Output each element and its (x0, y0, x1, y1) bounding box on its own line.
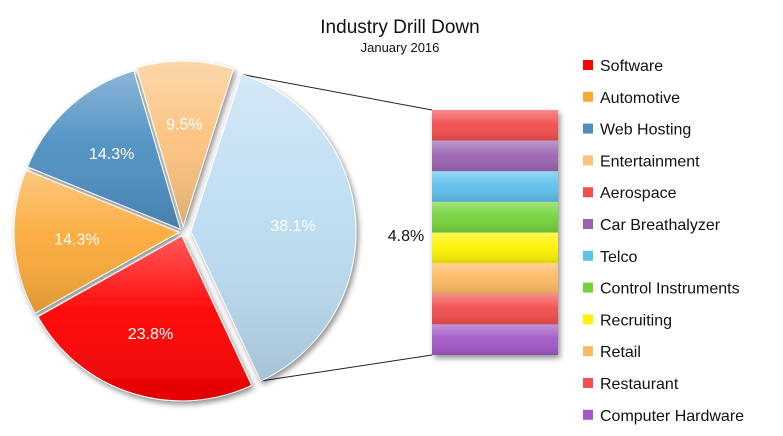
connector-top (241, 73, 433, 111)
pie-slice-shade-entertainment (136, 61, 234, 227)
bar-segment-shade-car-breathalyzer (432, 140, 558, 172)
pie-label-software: 23.8% (128, 326, 173, 343)
pie-label-web-hosting: 14.3% (89, 146, 134, 163)
bar-segment-shade-retail (432, 263, 558, 294)
legend-label: Car Breathalyzer (600, 217, 721, 234)
legend-item-computer-hardware: Computer Hardware (583, 408, 744, 425)
legend-label: Aerospace (600, 185, 677, 202)
chart-title: Industry Drill Down (320, 17, 479, 38)
connector-bottom (260, 354, 433, 382)
bar-segment-shade-computer-hardware (432, 324, 558, 355)
legend-item-restaurant: Restaurant (583, 376, 679, 393)
pie-slice-shade-web-hosting (27, 70, 181, 230)
bar-segment-shade-aerospace (432, 110, 558, 141)
legend-swatch (583, 282, 593, 293)
legend-swatch (583, 123, 593, 134)
legend-label: Recruiting (600, 312, 672, 329)
legend: Software Automotive Web Hosting Entertainme… (583, 58, 744, 425)
legend-swatch (583, 314, 593, 325)
legend-label: Telco (600, 249, 637, 266)
pie-slice-shade-automotive (14, 170, 180, 314)
legend-item-web-hosting: Web Hosting (583, 122, 691, 139)
legend-item-entertainment: Entertainment (583, 153, 700, 170)
legend-item-retail: Retail (583, 344, 641, 361)
pie (13, 60, 357, 402)
pie-label-other: 38.1% (270, 218, 315, 235)
connector-lines (241, 73, 433, 382)
legend-label: Retail (600, 344, 641, 361)
pie-label-automotive: 14.3% (54, 232, 99, 249)
legend-label: Automotive (600, 90, 680, 107)
pie-labels: 38.1% 23.8% 14.3% 14.3% 9.5% (54, 117, 316, 343)
legend-swatch (583, 91, 593, 102)
pie-slice-shade-other (190, 74, 356, 381)
chart-subtitle: January 2016 (361, 40, 440, 55)
bar-segment-shade-restaurant (432, 293, 558, 325)
pie-slice-shade-software (37, 235, 252, 401)
legend-swatch (583, 409, 593, 420)
legend-swatch (583, 346, 593, 357)
legend-item-car-breathalyzer: Car Breathalyzer (583, 217, 721, 234)
legend-swatch (583, 219, 593, 229)
bar-segment-shade-control-instruments (432, 201, 558, 233)
legend-item-aerospace: Aerospace (583, 185, 677, 202)
legend-swatch (583, 187, 593, 198)
bar-segment-shade-recruiting (432, 232, 558, 264)
legend-item-software: Software (583, 58, 663, 75)
legend-label: Entertainment (600, 153, 700, 170)
legend-swatch (583, 155, 593, 166)
legend-label: Control Instruments (600, 281, 740, 298)
legend-label: Restaurant (600, 376, 679, 393)
legend-swatch (583, 250, 593, 261)
breakdown-label: 4.8% (388, 228, 424, 245)
legend-item-recruiting: Recruiting (583, 312, 672, 329)
legend-item-automotive: Automotive (583, 90, 680, 107)
legend-item-control-instruments: Control Instruments (583, 281, 740, 298)
legend-swatch (583, 60, 593, 70)
legend-label: Web Hosting (600, 122, 691, 139)
legend-label: Software (600, 58, 663, 75)
legend-label: Computer Hardware (600, 408, 744, 425)
pie-label-entertainment: 9.5% (166, 117, 202, 134)
bar-segment-shade-telco (432, 171, 558, 202)
legend-swatch (583, 378, 593, 388)
legend-item-telco: Telco (583, 249, 637, 266)
breakdown-bar (432, 110, 558, 355)
